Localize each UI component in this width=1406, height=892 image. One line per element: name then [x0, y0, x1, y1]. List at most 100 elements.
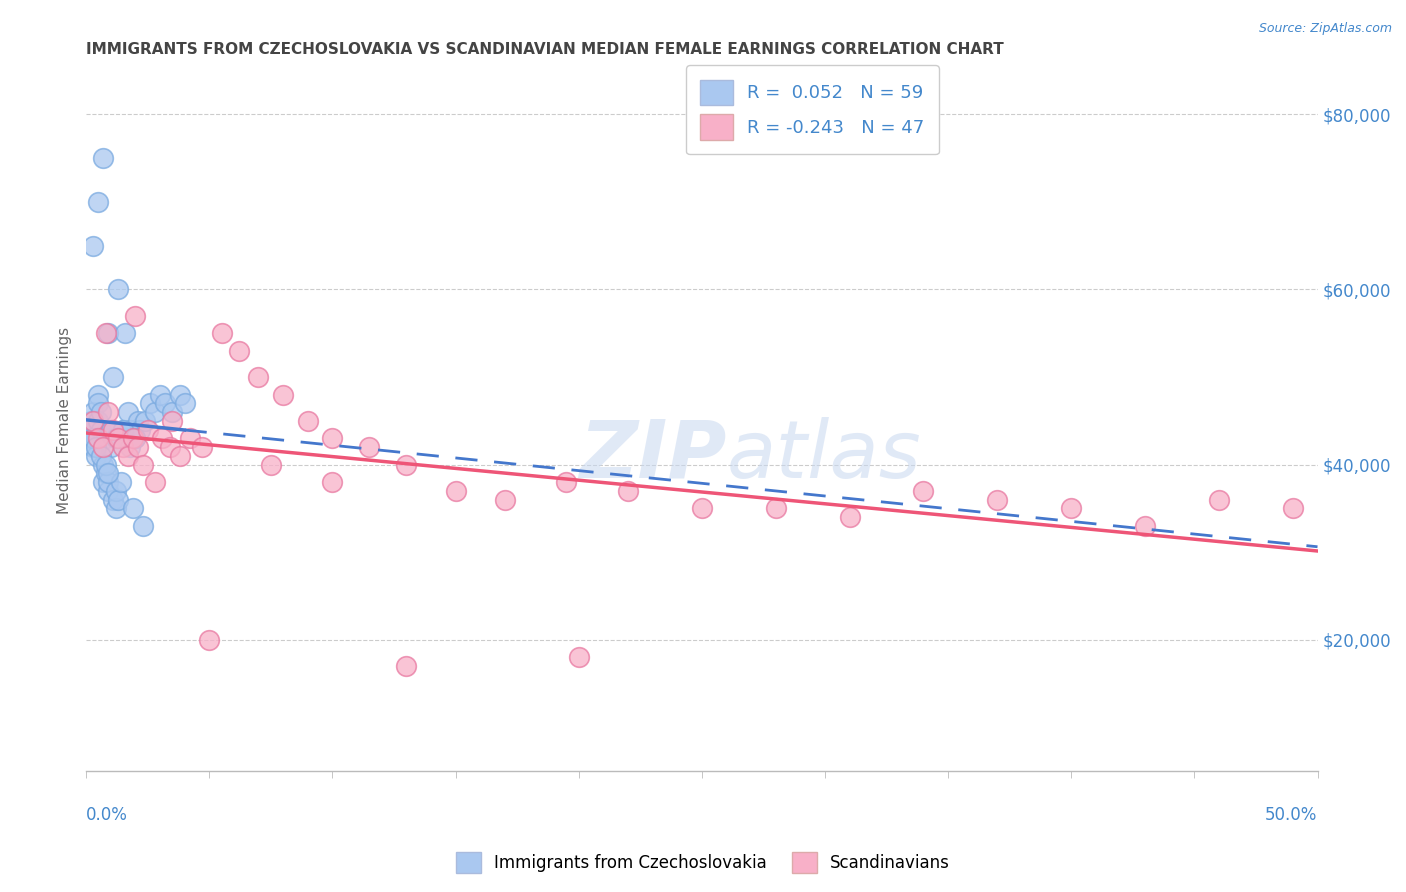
Point: [117, 449, 139, 463]
Point: [247, 370, 270, 384]
Point: [395, 458, 418, 472]
Point: [104, 431, 127, 445]
Point: [94, 467, 117, 481]
Text: atlas: atlas: [727, 417, 921, 495]
Point: [97, 475, 120, 489]
Point: [107, 282, 129, 296]
Point: [617, 483, 640, 498]
Point: [134, 414, 156, 428]
Point: [149, 387, 172, 401]
Point: [100, 423, 122, 437]
Point: [395, 659, 418, 673]
Point: [127, 440, 149, 454]
Text: IMMIGRANTS FROM CZECHOSLOVAKIA VS SCANDINAVIAN MEDIAN FEMALE EARNINGS CORRELATIO: IMMIGRANTS FROM CZECHOSLOVAKIA VS SCANDI…: [86, 42, 1004, 57]
Point: [114, 326, 136, 341]
Point: [80, 414, 103, 428]
Point: [91, 458, 114, 472]
Point: [110, 475, 132, 489]
Point: [198, 632, 221, 647]
Point: [82, 440, 104, 454]
Point: [87, 414, 110, 428]
Point: [228, 343, 250, 358]
Point: [104, 501, 127, 516]
Text: 50.0%: 50.0%: [1265, 806, 1317, 824]
Point: [271, 387, 294, 401]
Point: [121, 501, 143, 516]
Point: [211, 326, 233, 341]
Point: [87, 431, 110, 445]
Point: [1208, 492, 1230, 507]
Point: [104, 483, 127, 498]
Point: [101, 492, 124, 507]
Point: [82, 431, 104, 445]
Point: [87, 194, 110, 209]
Point: [260, 458, 283, 472]
Point: [169, 387, 191, 401]
Point: [90, 449, 112, 463]
Point: [87, 387, 110, 401]
Point: [132, 519, 155, 533]
Point: [97, 483, 120, 498]
Point: [297, 414, 319, 428]
Point: [690, 501, 713, 516]
Point: [152, 431, 174, 445]
Point: [91, 475, 114, 489]
Text: ZIP: ZIP: [579, 417, 727, 495]
Point: [97, 326, 120, 341]
Point: [97, 405, 120, 419]
Point: [153, 396, 176, 410]
Point: [77, 431, 100, 445]
Point: [107, 431, 129, 445]
Point: [1133, 519, 1156, 533]
Point: [321, 475, 343, 489]
Point: [91, 151, 114, 165]
Point: [191, 440, 214, 454]
Point: [94, 458, 117, 472]
Point: [162, 405, 184, 419]
Point: [120, 423, 142, 437]
Point: [127, 414, 149, 428]
Point: [111, 423, 134, 437]
Point: [101, 423, 124, 437]
Point: [80, 423, 103, 437]
Point: [136, 423, 159, 437]
Point: [986, 492, 1008, 507]
Point: [90, 405, 112, 419]
Point: [100, 423, 122, 437]
Point: [91, 440, 114, 454]
Point: [114, 431, 136, 445]
Point: [84, 431, 107, 445]
Point: [494, 492, 516, 507]
Point: [359, 440, 381, 454]
Text: Source: ZipAtlas.com: Source: ZipAtlas.com: [1258, 22, 1392, 36]
Point: [139, 396, 162, 410]
Point: [84, 440, 107, 454]
Point: [568, 650, 591, 665]
Point: [765, 501, 787, 516]
Point: [321, 431, 343, 445]
Point: [87, 396, 110, 410]
Legend: Immigrants from Czechoslovakia, Scandinavians: Immigrants from Czechoslovakia, Scandina…: [449, 846, 957, 880]
Point: [82, 238, 104, 252]
Y-axis label: Median Female Earnings: Median Female Earnings: [58, 327, 72, 515]
Point: [94, 431, 117, 445]
Point: [107, 492, 129, 507]
Point: [179, 431, 201, 445]
Point: [90, 423, 112, 437]
Point: [912, 483, 935, 498]
Point: [82, 414, 104, 428]
Point: [169, 449, 191, 463]
Point: [1282, 501, 1305, 516]
Point: [111, 423, 134, 437]
Text: 0.0%: 0.0%: [86, 806, 128, 824]
Point: [162, 414, 184, 428]
Point: [82, 405, 104, 419]
Point: [97, 467, 120, 481]
Point: [117, 405, 139, 419]
Legend: R =  0.052   N = 59, R = -0.243   N = 47: R = 0.052 N = 59, R = -0.243 N = 47: [686, 65, 939, 154]
Point: [173, 396, 195, 410]
Point: [120, 440, 142, 454]
Point: [129, 423, 152, 437]
Point: [84, 449, 107, 463]
Point: [94, 326, 117, 341]
